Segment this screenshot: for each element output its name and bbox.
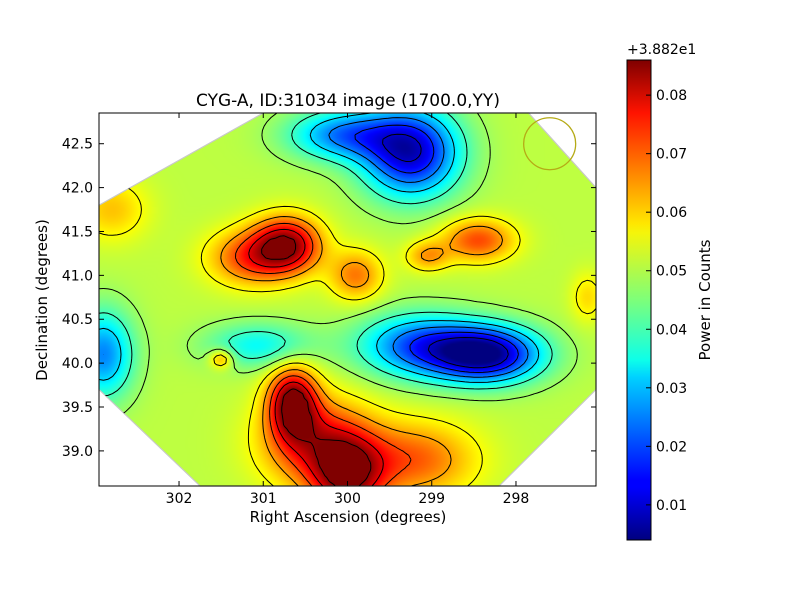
contour-level-1 xyxy=(354,124,519,373)
contour-level-10 xyxy=(261,235,372,486)
y-tick-label: 40.0 xyxy=(62,356,93,372)
contour-level-3 xyxy=(99,113,540,383)
contour-level-9 xyxy=(248,228,384,486)
x-axis: 302 301 300 299 298 xyxy=(166,113,530,507)
x-axis-label: Right Ascension (degrees) xyxy=(250,508,447,526)
y-tick-label: 39.5 xyxy=(62,400,93,416)
contour-level-8 xyxy=(235,222,412,486)
x-tick-label: 298 xyxy=(503,491,530,507)
y-tick-label: 42.0 xyxy=(62,181,93,197)
y-tick-label: 39.0 xyxy=(62,444,93,460)
colorbar-tick-label: 0.01 xyxy=(656,498,687,514)
colorbar-tick-label: 0.05 xyxy=(656,264,687,280)
beam-marker xyxy=(523,117,577,171)
colorbar-tick-label: 0.03 xyxy=(656,381,687,397)
colorbar-tick-label: 0.04 xyxy=(656,322,687,338)
contour-lines xyxy=(99,113,596,486)
colorbar-ticks: 0.01 0.02 0.03 0.04 0.05 0.06 0.07 0.08 xyxy=(646,88,687,514)
y-tick-label: 41.0 xyxy=(62,268,93,284)
x-tick-label: 301 xyxy=(250,491,277,507)
colorbar-tick-label: 0.02 xyxy=(656,439,687,455)
colorbar-tick-label: 0.08 xyxy=(656,88,687,104)
chart-title: CYG-A, ID:31034 image (1700.0,YY) xyxy=(196,91,500,111)
colorbar: 0.01 0.02 0.03 0.04 0.05 0.06 0.07 0.08 +3.882e… xyxy=(626,42,714,541)
colorbar-tick-label: 0.06 xyxy=(656,205,687,221)
contour-level-4 xyxy=(99,113,553,397)
y-tick-label: 41.5 xyxy=(62,224,93,240)
y-axis: 39.0 39.5 40.0 40.5 41.0 41.5 42.0 42.5 xyxy=(62,137,596,460)
contour-level-0 xyxy=(382,133,509,369)
colorbar-offset-label: +3.882e1 xyxy=(627,42,696,58)
contour-level-2 xyxy=(103,117,529,378)
plot-area xyxy=(98,112,597,487)
contour-level-5 xyxy=(99,113,578,421)
contour-level-7 xyxy=(220,216,503,486)
colorbar-gradient xyxy=(626,59,652,541)
y-tick-label: 42.5 xyxy=(62,137,93,153)
colorbar-tick-label: 0.07 xyxy=(656,147,687,163)
x-tick-label: 300 xyxy=(334,491,361,507)
y-axis-label: Declination (degrees) xyxy=(33,219,51,381)
y-tick-label: 40.5 xyxy=(62,312,93,328)
colorbar-label: Power in Counts xyxy=(696,239,714,360)
x-tick-label: 299 xyxy=(418,491,445,507)
x-tick-label: 302 xyxy=(166,491,193,507)
